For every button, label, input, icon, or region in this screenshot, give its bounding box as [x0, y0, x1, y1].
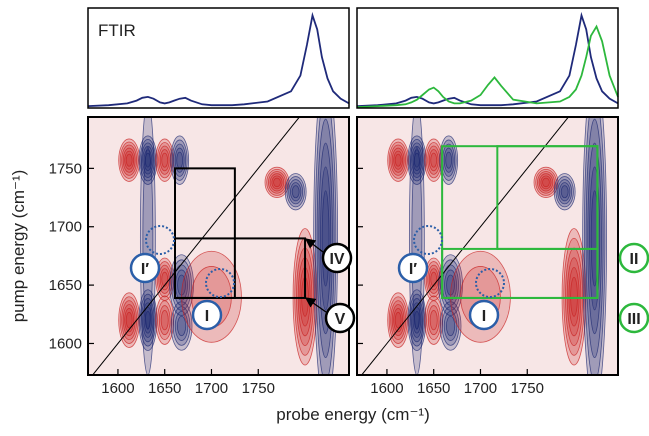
annotation-label: I′	[141, 261, 149, 278]
contour-level	[390, 144, 407, 176]
x-axis-label: probe energy (cm⁻¹)	[276, 405, 430, 424]
contour-level	[291, 185, 300, 199]
contour-level	[537, 171, 555, 194]
y-tick-label: 1750	[49, 160, 82, 177]
contour-level	[284, 173, 307, 211]
annotation-arrow	[304, 297, 327, 313]
y-tick-label: 1600	[49, 335, 82, 352]
contour-level	[125, 153, 133, 167]
contour-level	[125, 311, 133, 329]
annotation-circle	[397, 252, 429, 284]
annotation-label: I	[205, 308, 209, 325]
contour-level	[121, 144, 138, 176]
spectrum-line	[87, 11, 350, 107]
contour-area	[357, 117, 618, 375]
contour-level	[394, 153, 402, 167]
annotation-circle	[324, 302, 356, 334]
panel-frame	[87, 116, 350, 376]
diagonal	[92, 117, 300, 375]
contour-level	[161, 152, 169, 168]
annotation-label: I′	[409, 261, 417, 278]
annotation-label: IV	[329, 251, 344, 268]
annotation-circle	[618, 302, 649, 334]
contour-level	[542, 177, 550, 188]
contour-level	[535, 168, 557, 196]
contour-level	[388, 296, 408, 344]
x-tick-label: 1650	[417, 380, 450, 397]
contour-level	[273, 177, 281, 188]
contour-level	[563, 237, 585, 356]
contour-level	[582, 117, 607, 375]
contour-level	[172, 306, 191, 346]
contour-level	[160, 310, 169, 331]
dotted-circle	[475, 268, 505, 298]
contour-level	[555, 176, 574, 208]
annotation-arrow	[304, 238, 324, 253]
x-tick-label: 1600	[370, 380, 403, 397]
contour-level	[553, 173, 576, 211]
contour-level	[161, 271, 169, 287]
spectrum-line	[356, 24, 619, 108]
annotation-circle	[321, 242, 353, 274]
annotation-circle	[468, 299, 500, 331]
x-tick-label: 1600	[101, 380, 134, 397]
x-tick-label: 1700	[195, 380, 228, 397]
y-tick-label: 1700	[49, 219, 82, 236]
x-tick-label: 1750	[511, 380, 544, 397]
x-tick-label: 1700	[464, 380, 497, 397]
x-tick-label: 1650	[148, 380, 181, 397]
contour-level	[394, 311, 402, 329]
contour-background	[357, 117, 618, 375]
x-tick-label: 1750	[242, 380, 275, 397]
contour-level	[426, 300, 442, 340]
contour-level	[286, 176, 305, 208]
panel-frame	[356, 116, 619, 376]
annotation-label: V	[335, 311, 346, 328]
contour-level	[119, 141, 139, 179]
contour-level	[268, 171, 286, 194]
region-box	[441, 247, 599, 299]
contour-level	[445, 315, 456, 337]
panel-frame	[356, 7, 619, 109]
panel-frame	[87, 7, 350, 109]
dotted-circle	[145, 225, 175, 255]
dotted-circle	[413, 225, 443, 255]
contour-level	[429, 310, 438, 331]
annotation-circle	[129, 252, 161, 284]
annotation-circle	[618, 242, 649, 274]
annotation-label: I	[482, 308, 486, 325]
spectrum-line	[356, 11, 619, 107]
panel-label: FTIR	[98, 21, 136, 40]
annotation-circle	[191, 299, 223, 331]
diagonal	[361, 117, 569, 375]
annotation-label: II	[630, 251, 639, 268]
contour-level	[560, 185, 569, 199]
contour-level	[570, 276, 578, 317]
contour-level	[441, 306, 460, 346]
contour-level	[388, 141, 408, 179]
contour-level	[266, 168, 288, 196]
contour-level	[318, 142, 333, 335]
region-box	[174, 237, 307, 299]
contour-level	[176, 151, 184, 169]
contour-level	[439, 135, 459, 185]
contour-level	[411, 146, 423, 330]
y-tick-label: 1650	[49, 277, 82, 294]
contour-level	[430, 152, 438, 168]
contour-level	[119, 296, 139, 344]
contour-level	[316, 118, 335, 359]
dotted-circle	[205, 268, 235, 298]
contour-level	[142, 146, 154, 330]
annotation-label: III	[627, 311, 640, 328]
contour-level	[176, 315, 187, 337]
contour-level	[157, 300, 173, 340]
contour-level	[430, 271, 438, 287]
contour-level	[445, 151, 453, 169]
contour-level	[321, 190, 330, 287]
y-axis-label: pump energy (cm⁻¹)	[9, 170, 28, 323]
